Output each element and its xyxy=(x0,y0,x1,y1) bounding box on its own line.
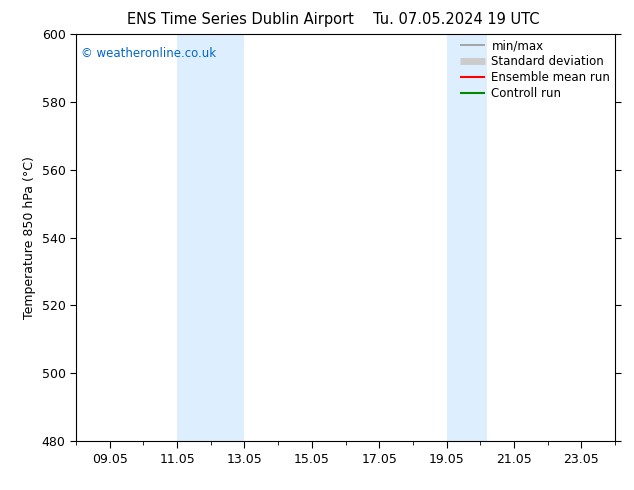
Bar xyxy=(177,34,245,441)
Text: © weatheronline.co.uk: © weatheronline.co.uk xyxy=(81,47,217,59)
Text: Tu. 07.05.2024 19 UTC: Tu. 07.05.2024 19 UTC xyxy=(373,12,540,27)
Text: ENS Time Series Dublin Airport: ENS Time Series Dublin Airport xyxy=(127,12,354,27)
Y-axis label: Temperature 850 hPa (°C): Temperature 850 hPa (°C) xyxy=(23,156,36,319)
Legend: min/max, Standard deviation, Ensemble mean run, Controll run: min/max, Standard deviation, Ensemble me… xyxy=(457,37,612,102)
Bar xyxy=(446,34,487,441)
